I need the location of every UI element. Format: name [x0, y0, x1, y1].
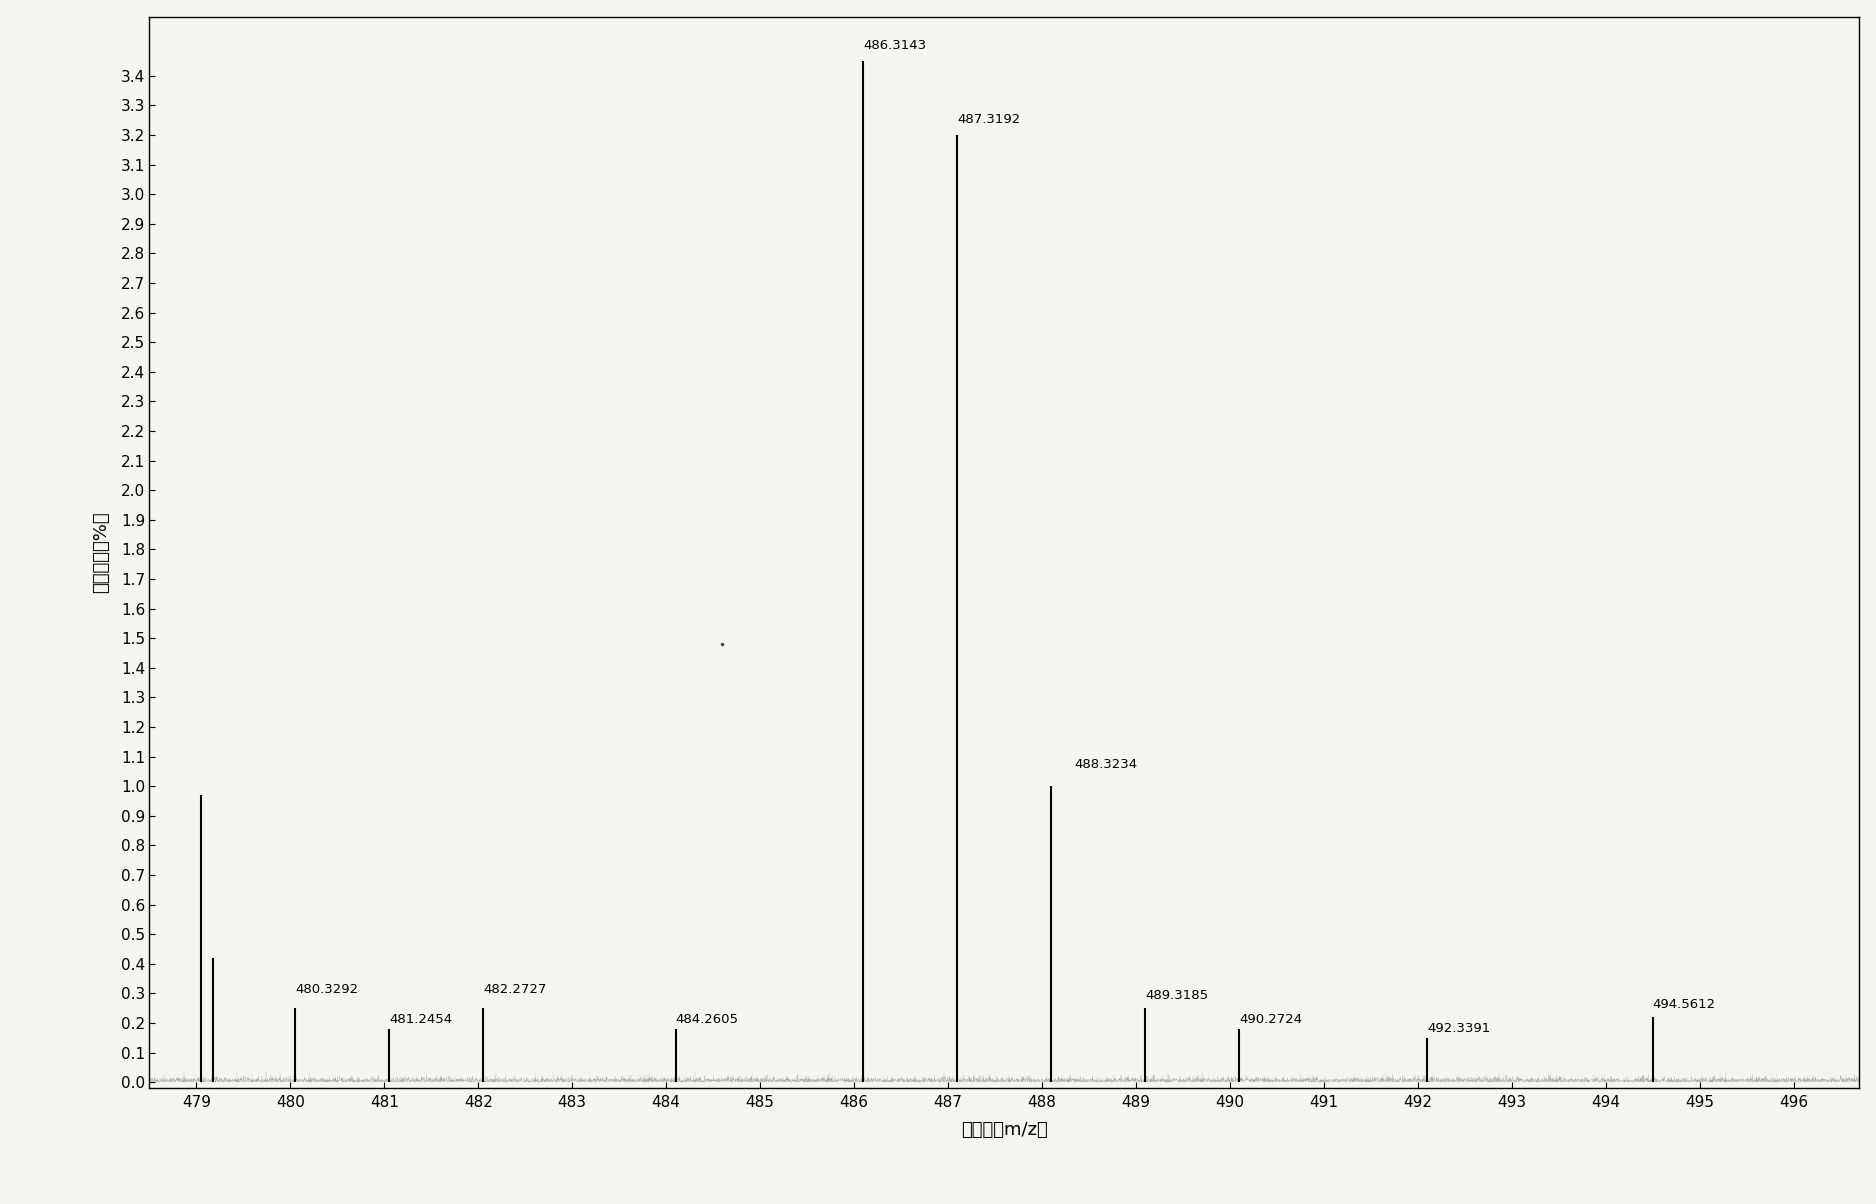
Text: 487.3192: 487.3192: [957, 113, 1021, 126]
Text: 484.2605: 484.2605: [675, 1013, 739, 1026]
Text: 480.3292: 480.3292: [295, 984, 358, 997]
Text: 482.2727: 482.2727: [482, 984, 546, 997]
Text: 486.3143: 486.3143: [863, 40, 927, 52]
Y-axis label: 相对强度（%）: 相对强度（%）: [92, 512, 109, 594]
Text: 488.3234: 488.3234: [1075, 759, 1139, 772]
Text: 490.2724: 490.2724: [1240, 1013, 1302, 1026]
X-axis label: 质荷比（m/z）: 质荷比（m/z）: [961, 1121, 1047, 1139]
Text: 494.5612: 494.5612: [1653, 998, 1717, 1011]
Text: 489.3185: 489.3185: [1144, 990, 1208, 1002]
Text: 481.2454: 481.2454: [388, 1013, 452, 1026]
Text: 492.3391: 492.3391: [1428, 1022, 1490, 1035]
